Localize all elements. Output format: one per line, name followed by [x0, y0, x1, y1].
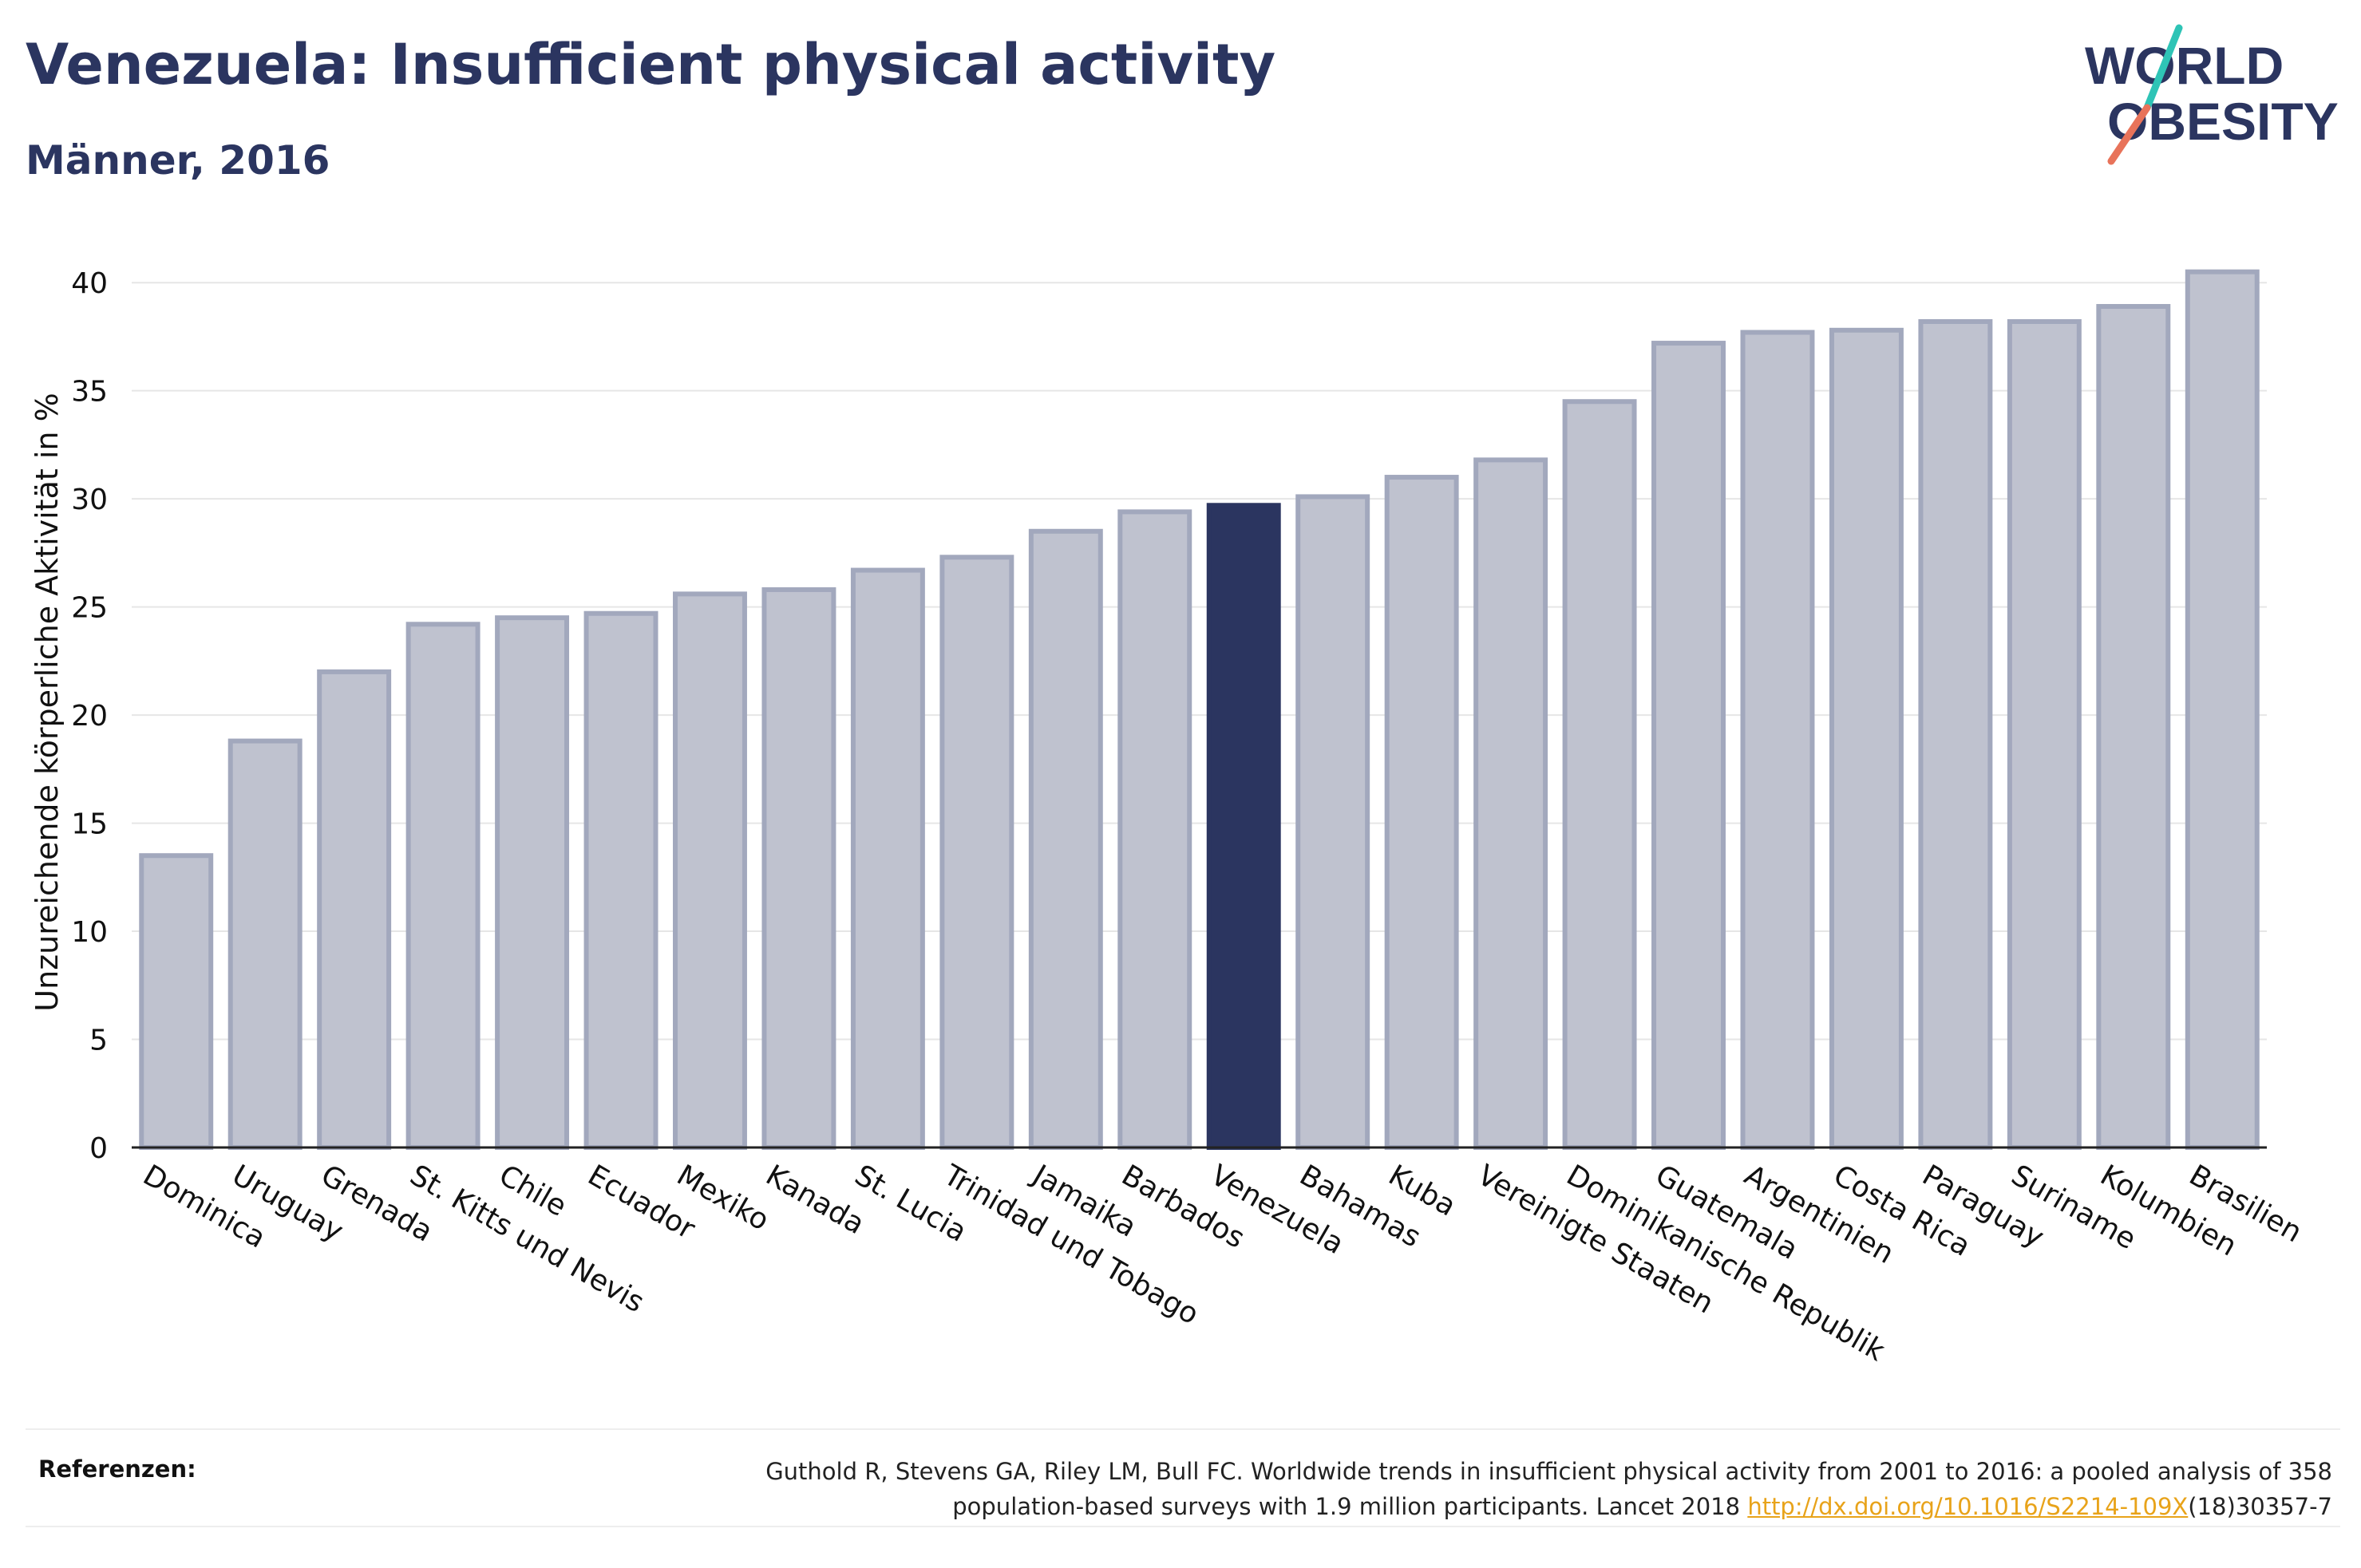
bar-chile [495, 615, 570, 1150]
bar-paraguay [1918, 318, 1993, 1150]
world-obesity-logo: WORLD OBESITY [2085, 24, 2339, 165]
bar-uruguay [227, 738, 303, 1150]
bar-costa-rica [1829, 327, 1904, 1150]
references-line2-suffix: (18)30357-7 [2188, 1493, 2332, 1520]
bar-trinidad-und-tobago [939, 555, 1014, 1150]
bar-dominikanische-republik [1562, 399, 1637, 1150]
bar-st-lucia [850, 567, 925, 1150]
bar-argentinien [1740, 330, 1815, 1150]
bar-vereinigte-staaten [1473, 457, 1548, 1150]
references-line2-prefix: population-based surveys with 1.9 millio… [952, 1493, 1748, 1520]
y-tick-label: 25 [71, 592, 108, 625]
y-axis-label: Unzureichende körperliche Aktivität in % [30, 393, 65, 1011]
bar-grenada [317, 669, 392, 1150]
bars [139, 269, 2260, 1151]
references-section: Referenzen: Guthold R, Stevens GA, Riley… [26, 1428, 2340, 1527]
logo-slash-teal [2143, 24, 2183, 112]
bar-suriname [2007, 318, 2082, 1150]
doi-link[interactable]: http://dx.doi.org/10.1016/S2214-109X [1747, 1493, 2189, 1520]
bar-kuba [1384, 475, 1459, 1150]
x-tick-label: Kanada [760, 1159, 869, 1241]
y-tick-label: 30 [71, 484, 108, 516]
chart-title: Venezuela: Insufficient physical activit… [26, 32, 1276, 97]
y-tick-label: 10 [71, 916, 108, 949]
bar-st-kitts-und-nevis [405, 622, 481, 1150]
bar-mexiko [673, 591, 747, 1150]
references-text: Guthold R, Stevens GA, Riley LM, Bull FC… [576, 1454, 2332, 1524]
references-line1: Guthold R, Stevens GA, Riley LM, Bull FC… [765, 1458, 2332, 1485]
logo-slash-coral [2107, 104, 2151, 165]
y-tick-label: 40 [71, 267, 108, 300]
y-tick-label: 5 [89, 1025, 108, 1057]
bar-brasilien [2185, 269, 2260, 1151]
y-tick-label: 0 [89, 1132, 108, 1165]
logo-text-world: WORLD [2085, 36, 2284, 95]
chart-subtitle: Männer, 2016 [26, 137, 330, 184]
bar-ecuador [583, 610, 658, 1150]
bar-jamaika [1028, 528, 1103, 1150]
bar-barbados [1117, 509, 1192, 1150]
bar-kanada [761, 587, 836, 1150]
bar-chart: 0 5 10 15 20 25 30 35 40 DominicaUruguayGrenadaS… [30, 267, 2308, 1368]
y-tick-label: 35 [71, 376, 108, 409]
bar-kolumbien [2096, 303, 2171, 1150]
grid-lines [132, 282, 2267, 1041]
bar-guatemala [1651, 341, 1726, 1150]
y-tick-label: 20 [71, 700, 108, 733]
y-axis-ticks: 0 5 10 15 20 25 30 35 40 [71, 267, 108, 1165]
references-label: Referenzen: [38, 1455, 196, 1483]
bar-bahamas [1295, 494, 1370, 1150]
y-tick-label: 15 [71, 808, 108, 841]
bar-dominica [139, 853, 214, 1150]
bar-venezuela [1206, 503, 1281, 1150]
